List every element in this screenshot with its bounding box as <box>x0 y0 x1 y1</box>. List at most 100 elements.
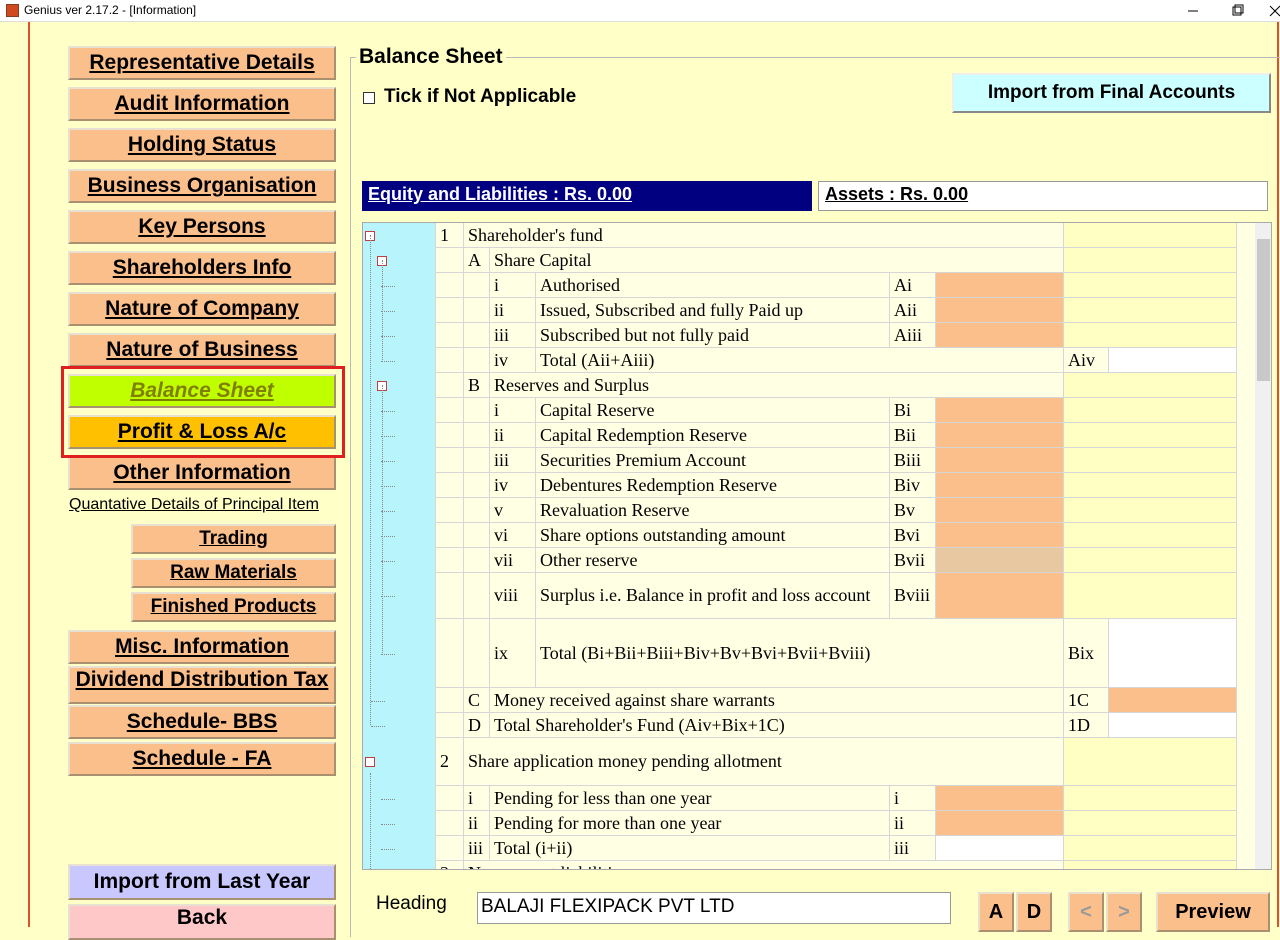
import-final-accounts-button[interactable]: Import from Final Accounts <box>952 73 1271 113</box>
grid-input[interactable] <box>436 398 464 423</box>
grid-input[interactable] <box>436 836 464 861</box>
heading-input[interactable]: BALAJI FLEXIPACK PVT LTD <box>477 892 951 924</box>
grid-input[interactable] <box>436 786 464 811</box>
grid-input[interactable] <box>936 448 1064 473</box>
grid-input[interactable] <box>436 298 464 323</box>
nav-button[interactable]: Dividend Distribution Tax <box>68 666 336 704</box>
nav-button[interactable]: Other Information <box>68 456 336 490</box>
sub-nav-button[interactable]: Raw Materials <box>131 558 336 588</box>
grid-input[interactable] <box>936 548 1064 573</box>
grid-input[interactable] <box>936 836 1064 861</box>
grid-input[interactable] <box>464 548 490 573</box>
grid-input[interactable] <box>436 248 464 273</box>
grid-input[interactable] <box>1064 373 1237 398</box>
footer-button[interactable]: Preview <box>1156 892 1270 932</box>
grid-input[interactable] <box>936 523 1064 548</box>
nav-button[interactable]: Business Organisation <box>68 169 336 203</box>
grid-input[interactable] <box>464 273 490 298</box>
grid-input[interactable] <box>436 498 464 523</box>
grid-input[interactable] <box>436 548 464 573</box>
footer-button[interactable]: > <box>1106 892 1142 932</box>
grid-input[interactable] <box>936 273 1064 298</box>
grid-input[interactable] <box>436 348 464 373</box>
nav-button[interactable]: Schedule - FA <box>68 742 336 776</box>
grid-input[interactable] <box>936 811 1064 836</box>
window-controls[interactable] <box>1170 0 1280 22</box>
nav-button[interactable]: Nature of Company <box>68 292 336 326</box>
grid-input[interactable] <box>1064 523 1237 548</box>
grid-input[interactable] <box>1109 348 1237 373</box>
grid-input[interactable] <box>936 298 1064 323</box>
checkbox-label[interactable]: Tick if Not Applicable <box>384 86 577 107</box>
grid-input[interactable] <box>1064 398 1237 423</box>
grid-input[interactable] <box>1064 223 1237 248</box>
grid-input[interactable] <box>436 688 464 713</box>
grid-input[interactable] <box>1064 861 1237 869</box>
equity-tab[interactable]: Equity and Liabilities : Rs. 0.00 <box>362 181 812 211</box>
tree-toggle[interactable] <box>365 757 375 767</box>
nav-button[interactable]: Key Persons <box>68 210 336 244</box>
grid-input[interactable] <box>1064 498 1237 523</box>
grid-input[interactable] <box>936 398 1064 423</box>
grid-input[interactable] <box>1109 619 1237 688</box>
grid-input[interactable] <box>1064 323 1237 348</box>
nav-button[interactable]: Representative Details <box>68 46 336 80</box>
grid-input[interactable] <box>1064 273 1237 298</box>
grid-input[interactable] <box>1064 473 1237 498</box>
footer-button[interactable]: A <box>978 892 1014 932</box>
grid-input[interactable] <box>464 348 490 373</box>
grid-input[interactable] <box>436 423 464 448</box>
grid-input[interactable] <box>436 811 464 836</box>
grid-input[interactable] <box>464 298 490 323</box>
nav-button[interactable]: Audit Information <box>68 87 336 121</box>
nav-button[interactable]: Nature of Business <box>68 333 336 367</box>
grid-input[interactable] <box>1064 248 1237 273</box>
grid-input[interactable] <box>1064 298 1237 323</box>
nav-button[interactable]: Holding Status <box>68 128 336 162</box>
footer-button[interactable]: D <box>1016 892 1052 932</box>
grid-input[interactable] <box>936 786 1064 811</box>
nav-button[interactable]: Shareholders Info <box>68 251 336 285</box>
grid-input[interactable] <box>1064 738 1237 786</box>
grid-input[interactable] <box>436 619 464 688</box>
import-last-year-button[interactable]: Import from Last Year <box>68 864 336 900</box>
grid-input[interactable] <box>464 619 490 688</box>
grid-input[interactable] <box>936 473 1064 498</box>
nav-button[interactable]: Profit & Loss A/c <box>68 415 336 449</box>
grid-input[interactable] <box>436 373 464 398</box>
grid-input[interactable] <box>436 473 464 498</box>
grid-input[interactable] <box>436 573 464 619</box>
sub-nav-button[interactable]: Finished Products <box>131 592 336 622</box>
grid-input[interactable] <box>1064 423 1237 448</box>
assets-tab[interactable]: Assets : Rs. 0.00 <box>818 181 1268 211</box>
nav-button[interactable]: Misc. Information <box>68 630 336 664</box>
grid-input[interactable] <box>436 448 464 473</box>
grid-input[interactable] <box>1109 688 1237 713</box>
grid-input[interactable] <box>1064 448 1237 473</box>
grid-input[interactable] <box>464 398 490 423</box>
grid-input[interactable] <box>436 523 464 548</box>
grid-input[interactable] <box>436 323 464 348</box>
grid-input[interactable] <box>936 498 1064 523</box>
grid-input[interactable] <box>464 323 490 348</box>
grid-input[interactable] <box>1064 548 1237 573</box>
grid-input[interactable] <box>936 573 1064 619</box>
scrollbar-thumb[interactable] <box>1257 239 1270 381</box>
grid-input[interactable] <box>436 273 464 298</box>
grid-input[interactable] <box>936 323 1064 348</box>
grid-input[interactable] <box>1064 573 1237 619</box>
nav-button[interactable]: Schedule- BBS <box>68 705 336 739</box>
grid-input[interactable] <box>1109 713 1237 738</box>
principal-items-link[interactable]: Quantative Details of Principal Item <box>69 496 319 513</box>
sub-nav-button[interactable]: Trading <box>131 524 336 554</box>
grid-input[interactable] <box>1064 811 1237 836</box>
scrollbar[interactable] <box>1255 223 1271 869</box>
grid-input[interactable] <box>1064 836 1237 861</box>
checkbox[interactable] <box>363 92 375 104</box>
grid-input[interactable] <box>464 473 490 498</box>
grid-input[interactable] <box>464 448 490 473</box>
grid-input[interactable] <box>464 573 490 619</box>
grid-input[interactable] <box>464 498 490 523</box>
grid-input[interactable] <box>436 713 464 738</box>
grid-input[interactable] <box>1064 786 1237 811</box>
